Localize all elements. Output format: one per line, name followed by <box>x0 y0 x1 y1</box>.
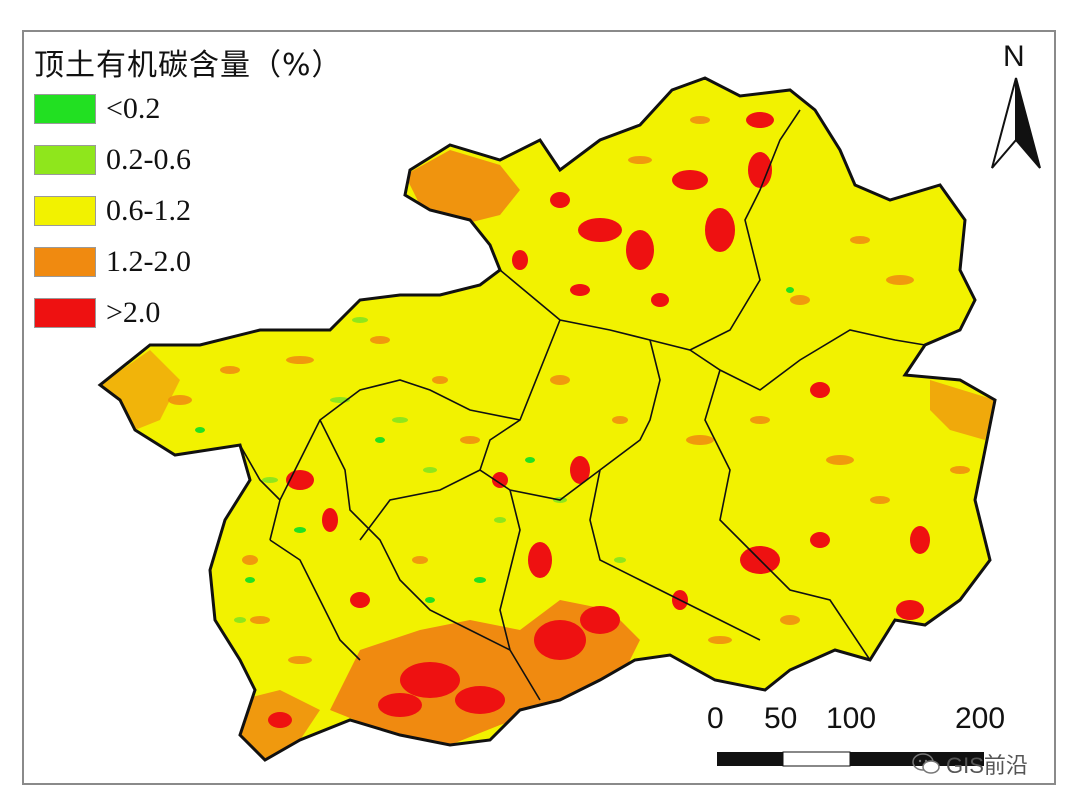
legend-title: 顶土有机碳含量（%） <box>34 48 343 83</box>
red-patches <box>268 112 930 728</box>
legend-swatch-3 <box>34 196 96 226</box>
province-fill <box>100 78 995 760</box>
legend-label-2: 0.2-0.6 <box>106 143 191 176</box>
legend-item-2: 0.2-0.6 <box>34 142 191 178</box>
scale-label-200: 200 <box>955 702 1006 735</box>
patch-orange-west <box>100 350 180 430</box>
legend-item-1: <0.2 <box>34 91 160 127</box>
legend-swatch-4 <box>34 247 96 277</box>
legend-item-5: >2.0 <box>34 295 160 331</box>
scale-bar <box>717 751 984 767</box>
scale-label-100: 100 <box>826 702 877 735</box>
legend-label-5: >2.0 <box>106 296 161 329</box>
province-outline <box>97 76 997 762</box>
patch-orange-east <box>930 380 995 440</box>
soil-class-patches <box>100 109 995 760</box>
legend-label-3: 0.6-1.2 <box>106 194 191 227</box>
patch-orange-northwest <box>405 150 520 225</box>
scale-label-50: 50 <box>764 702 798 735</box>
legend-item-4: 1.2-2.0 <box>34 244 191 280</box>
watermark: GIS前沿 <box>912 748 1028 780</box>
north-label: N <box>1003 40 1025 73</box>
legend-swatch-5 <box>34 298 96 328</box>
north-arrow-icon <box>991 77 1041 169</box>
orange-speckles <box>168 116 970 664</box>
admin-boundaries <box>239 109 926 701</box>
watermark-text: GIS前沿 <box>946 753 1028 778</box>
wechat-icon <box>912 753 940 774</box>
legend-swatch-2 <box>34 145 96 175</box>
legend-label-4: 1.2-2.0 <box>106 245 191 278</box>
green-patches <box>195 287 794 603</box>
scale-label-0: 0 <box>707 702 724 735</box>
legend-item-3: 0.6-1.2 <box>34 193 191 229</box>
legend-swatch-1 <box>34 94 96 124</box>
legend-label-1: <0.2 <box>106 92 161 125</box>
